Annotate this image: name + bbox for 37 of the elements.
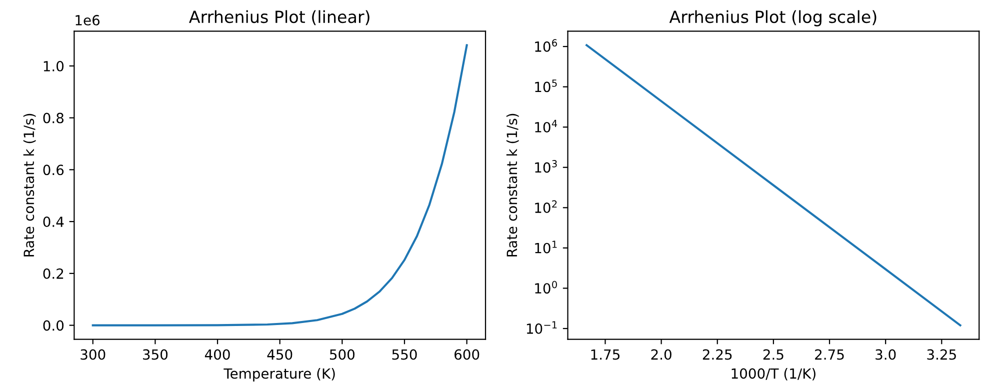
x-axis-title: 1000/T (1/K) xyxy=(732,368,816,380)
x-tick-label: 450 xyxy=(267,349,292,360)
x-tick-label: 2.0 xyxy=(651,349,672,360)
y-tick-label: 0.8 xyxy=(43,112,64,124)
x-tick-label: 1.75 xyxy=(591,349,620,360)
x-tick-label: 2.5 xyxy=(763,349,784,360)
x-tick-label: 400 xyxy=(204,349,230,360)
y-tick-label: 10$^{2}$ xyxy=(535,200,557,214)
x-tick-label: 3.0 xyxy=(876,349,896,360)
y-tick-label: 10$^{−1}$ xyxy=(526,321,557,334)
line-series xyxy=(586,44,962,326)
y-tick-label: 10$^{5}$ xyxy=(535,80,557,92)
x-axis-title: Temperature (K) xyxy=(224,368,335,382)
x-tick-label: 550 xyxy=(392,349,417,360)
y-tick-label: 10$^{0}$ xyxy=(535,280,557,294)
line-series xyxy=(92,44,468,326)
chart-title: Arrhenius Plot (linear) xyxy=(189,10,370,26)
x-tick-label: 600 xyxy=(454,349,480,360)
y-axis-title: Rate constant k (1/s) xyxy=(506,114,519,256)
x-tick-label: 3.25 xyxy=(927,349,956,360)
y-tick-label: 0.4 xyxy=(43,216,64,228)
x-tick-label: 2.25 xyxy=(702,349,732,360)
x-tick-label: 2.75 xyxy=(815,349,844,360)
y-axis-title: Rate constant k (1/s) xyxy=(23,114,36,256)
y-tick-label: 10$^{3}$ xyxy=(535,160,557,173)
y-tick-label: 10$^{6}$ xyxy=(535,39,557,52)
y-tick-label: 10$^{1}$ xyxy=(535,240,557,254)
y-tick-label: 0.6 xyxy=(43,164,64,176)
y-tick-label: 0.0 xyxy=(43,320,64,331)
y-tick-label: 1.0 xyxy=(44,60,64,72)
chart-title: Arrhenius Plot (log scale) xyxy=(669,10,876,26)
y-tick-label: 0.2 xyxy=(43,268,64,279)
x-tick-label: 500 xyxy=(330,349,354,360)
x-tick-label: 350 xyxy=(143,349,168,360)
text: 1e6 xyxy=(76,14,100,26)
y-tick-label: 10$^{4}$ xyxy=(535,120,558,132)
x-tick-label: 300 xyxy=(80,349,106,360)
